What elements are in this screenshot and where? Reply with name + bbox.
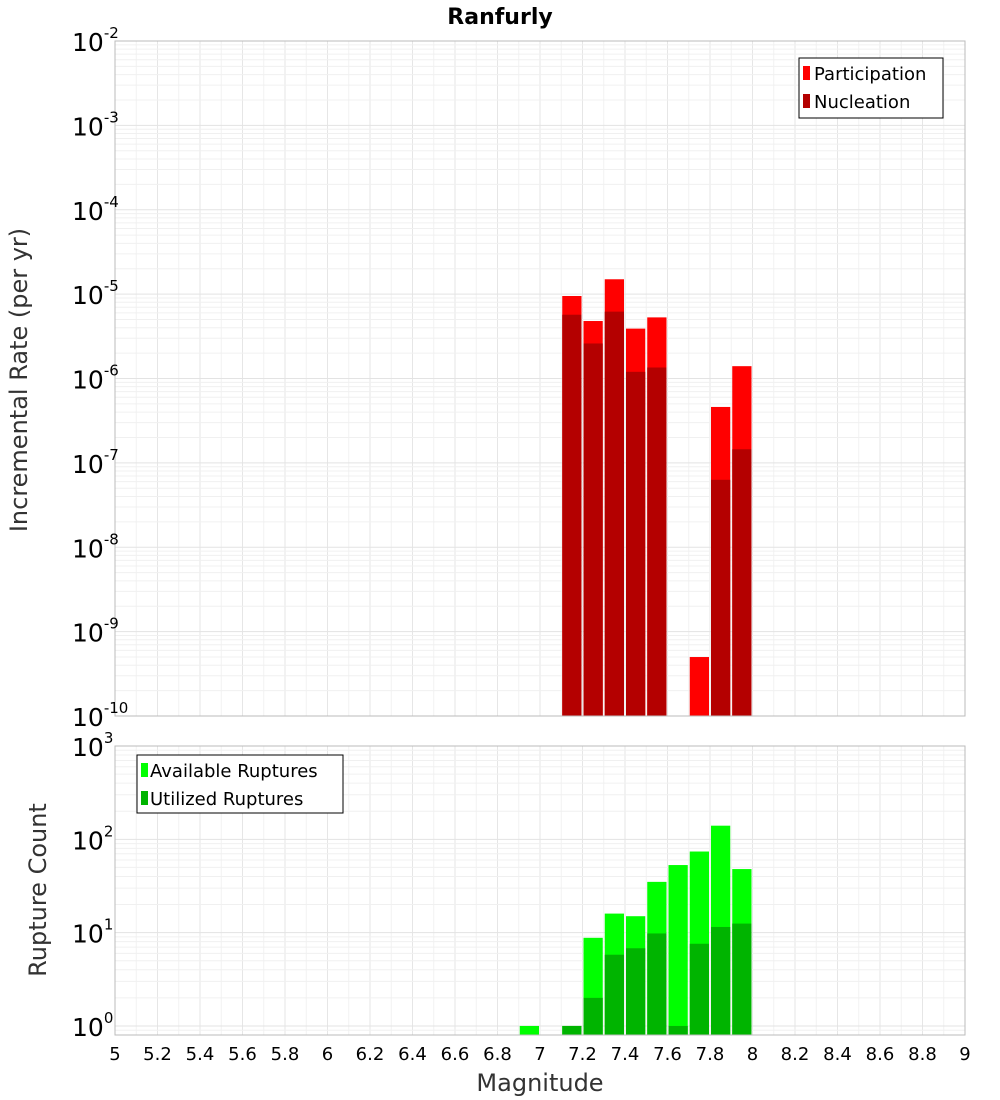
nucleation-bar [604, 311, 624, 716]
x-tick-label: 8.4 [823, 1044, 852, 1065]
utilized-legend-label: Utilized Ruptures [150, 789, 303, 810]
x-tick-label: 8 [747, 1044, 758, 1065]
rate-legend: Participation Nucleation [798, 57, 944, 119]
nucleation-bar [562, 314, 582, 716]
x-tick-label: 5.6 [228, 1044, 257, 1065]
x-tick-label: 5 [109, 1044, 120, 1065]
utilized-bar [668, 1025, 688, 1035]
available-legend-label: Available Ruptures [150, 761, 318, 782]
available-bar [668, 865, 688, 1035]
x-tick-label: 7.2 [568, 1044, 597, 1065]
rate-plot-grid [114, 41, 966, 717]
count-y-ticks: 103 102 101 100 [72, 729, 113, 1042]
utilized-bar [732, 923, 752, 1035]
count-plot-bars [519, 825, 752, 1035]
rate-plot: 10-2 10-3 10-4 10-5 10-6 10-7 10-8 10-9 10-10 In… [5, 24, 966, 732]
count-y-tick-label: 100 [72, 1009, 113, 1042]
count-y-tick-label: 101 [72, 916, 113, 949]
rate-plot-frame [114, 40, 966, 717]
utilized-bar [626, 948, 646, 1035]
x-tick-label: 7 [534, 1044, 545, 1065]
available-bar [519, 1025, 539, 1035]
rate-legend-frame [798, 57, 944, 119]
participation-legend-swatch [803, 66, 810, 80]
utilized-bar [562, 1025, 582, 1035]
rate-y-tick-label: 10-2 [72, 24, 119, 57]
count-y-tick-label: 103 [72, 729, 113, 762]
nucleation-bar [647, 367, 667, 716]
utilized-bar [583, 997, 603, 1035]
x-tick-label: 7.6 [653, 1044, 682, 1065]
rate-y-tick-label: 10-4 [72, 193, 119, 226]
nucleation-bar [711, 479, 731, 716]
nucleation-bar [732, 449, 752, 716]
x-tick-label: 6.6 [441, 1044, 470, 1065]
x-tick-label: 8.8 [908, 1044, 937, 1065]
rate-y-tick-label: 10-6 [72, 362, 119, 395]
x-tick-label: 6.8 [483, 1044, 512, 1065]
x-tick-label: 5.2 [143, 1044, 172, 1065]
x-tick-label: 6 [322, 1044, 333, 1065]
count-y-axis-label: Rupture Count [24, 803, 52, 977]
magnitude-x-axis-label: Magnitude [476, 1069, 603, 1097]
available-legend-swatch [141, 763, 148, 777]
nucleation-bar [583, 343, 603, 716]
rate-y-axis-label: Incremental Rate (per yr) [5, 228, 33, 532]
nucleation-bar [626, 371, 646, 716]
x-tick-label: 7.8 [696, 1044, 725, 1065]
x-tick-label: 8.2 [781, 1044, 810, 1065]
rate-y-tick-label: 10-10 [72, 699, 128, 732]
rate-y-ticks: 10-2 10-3 10-4 10-5 10-6 10-7 10-8 10-9 10-10 [72, 24, 128, 732]
x-tick-label: 5.4 [186, 1044, 215, 1065]
rate-plot-bars [562, 279, 752, 716]
x-tick-label: 6.2 [356, 1044, 385, 1065]
x-tick-label: 9 [959, 1044, 970, 1065]
magnitude-x-ticks: 5 5.2 5.4 5.6 5.8 6 6.2 6.4 6.6 6.8 7 7.2 7.4 7.6 7.8 8… [109, 1044, 970, 1065]
utilized-bar [647, 933, 667, 1035]
x-tick-label: 8.6 [866, 1044, 895, 1065]
utilized-legend-swatch [141, 791, 148, 805]
x-tick-label: 7.4 [611, 1044, 640, 1065]
rate-y-tick-label: 10-3 [72, 108, 119, 141]
count-plot: 103 102 101 100 5 5.2 5.4 5.6 5.8 6 6.2 6.4 6.6 6.8 7… [24, 729, 971, 1097]
chart-title: Ranfurly [447, 5, 552, 30]
utilized-bar [711, 926, 731, 1035]
count-legend-frame [136, 754, 344, 814]
rate-y-tick-label: 10-5 [72, 277, 119, 310]
rate-y-tick-label: 10-7 [72, 446, 119, 479]
nucleation-legend-swatch [803, 94, 810, 108]
utilized-bar [689, 943, 709, 1035]
x-tick-label: 5.8 [271, 1044, 300, 1065]
rate-y-tick-label: 10-9 [72, 615, 119, 648]
count-legend: Available Ruptures Utilized Ruptures [136, 754, 344, 814]
count-y-tick-label: 102 [72, 822, 113, 855]
x-tick-label: 6.4 [398, 1044, 427, 1065]
participation-legend-label: Participation [814, 64, 926, 85]
utilized-bar [604, 954, 624, 1035]
participation-bar [689, 657, 709, 716]
rate-y-tick-label: 10-8 [72, 530, 119, 563]
count-plot-frame [114, 745, 966, 1036]
nucleation-legend-label: Nucleation [814, 92, 910, 113]
